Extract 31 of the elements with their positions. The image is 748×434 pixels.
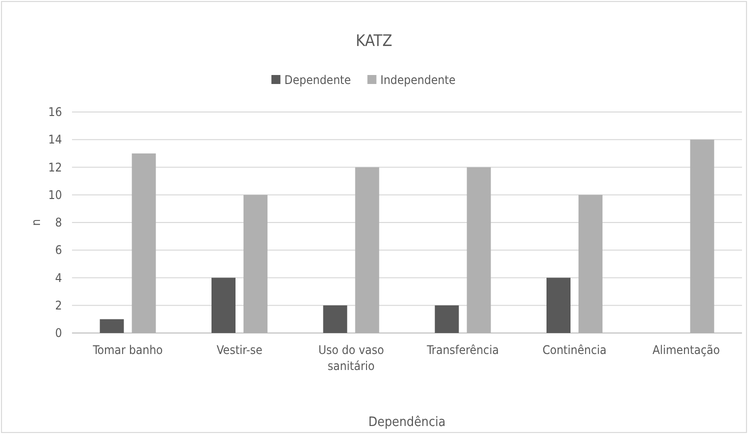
x-tick-label: Transferência [426,343,499,357]
bar [690,140,714,333]
bar [100,319,124,333]
bar [244,194,268,333]
x-tick-label: Uso do vaso sanitário [318,343,384,373]
x-axis-title: Dependência [368,415,446,430]
bar [434,305,459,333]
x-tick-label: Tomar banho [92,343,164,357]
bar [466,167,491,333]
y-tick-label: 4 [55,270,62,285]
bar [355,167,380,333]
y-tick-label: 6 [55,243,62,258]
y-tick-label: 8 [55,216,62,230]
y-tick-label: 2 [55,298,62,312]
legend-label: Dependente [284,73,352,87]
y-axis-title: n [29,219,43,226]
bar [212,278,236,333]
x-tick-label: Continência [542,343,607,357]
chart-title: KATZ [356,31,392,50]
y-tick-label: 12 [48,160,62,174]
x-tick-label: Vestir-se [216,343,263,357]
bar [578,194,602,333]
bar [546,278,570,333]
y-tick-label: 10 [48,188,62,202]
legend-label: Independente [380,73,456,87]
y-tick-label: 14 [48,132,62,147]
y-tick-label: 0 [55,326,62,340]
y-tick-label: 16 [48,105,62,119]
x-tick-label: Alimentação [652,343,720,357]
bar [323,305,348,333]
bar [132,153,156,333]
